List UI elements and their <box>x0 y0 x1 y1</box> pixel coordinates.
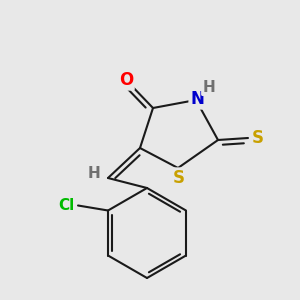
Text: N: N <box>190 90 204 108</box>
Text: O: O <box>119 71 133 89</box>
Text: S: S <box>173 169 185 187</box>
Text: H: H <box>202 80 215 94</box>
Text: H: H <box>88 167 100 182</box>
Text: S: S <box>252 129 264 147</box>
Text: Cl: Cl <box>58 198 74 213</box>
